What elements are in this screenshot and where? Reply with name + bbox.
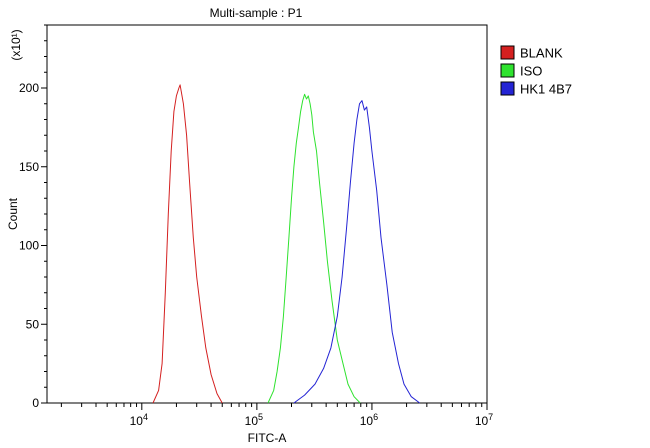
plot-frame: [46, 24, 488, 404]
y-axis: 0 50 100 150 200: [19, 24, 47, 410]
legend-label-hk1-4b7: HK1 4B7: [520, 82, 572, 97]
legend: BLANK ISO HK1 4B7: [500, 45, 572, 97]
series-layer: [152, 84, 421, 404]
x-tick-label-0: 104: [130, 412, 148, 428]
y-tick-label-0: 0: [32, 396, 39, 410]
legend-label-blank: BLANK: [520, 46, 563, 61]
x-axis-title: FITC-A: [248, 431, 287, 445]
chart-title: Multi-sample : P1: [210, 6, 303, 20]
legend-swatch-blank: [500, 45, 515, 60]
x-tick-label-1: 105: [245, 412, 263, 428]
y-tick-label-3: 150: [19, 160, 39, 174]
legend-swatch-iso: [500, 63, 515, 78]
x-tick-label-2: 106: [360, 412, 378, 428]
y-axis-title: Count: [6, 197, 20, 230]
legend-label-iso: ISO: [520, 64, 542, 79]
series-line-blank: [152, 84, 223, 404]
series-line-hk1-4b7: [293, 100, 421, 404]
y-tick-label-2: 100: [19, 239, 39, 253]
x-tick-label-3: 107: [475, 412, 493, 428]
series-line-iso: [267, 93, 361, 404]
y-tick-label-1: 50: [26, 317, 40, 331]
x-axis: 104 105 106 107: [60, 403, 493, 428]
legend-swatch-hk1-4b7: [500, 81, 515, 96]
y-tick-label-4: 200: [19, 81, 39, 95]
y-multiplier-label: (x10¹): [9, 29, 23, 60]
